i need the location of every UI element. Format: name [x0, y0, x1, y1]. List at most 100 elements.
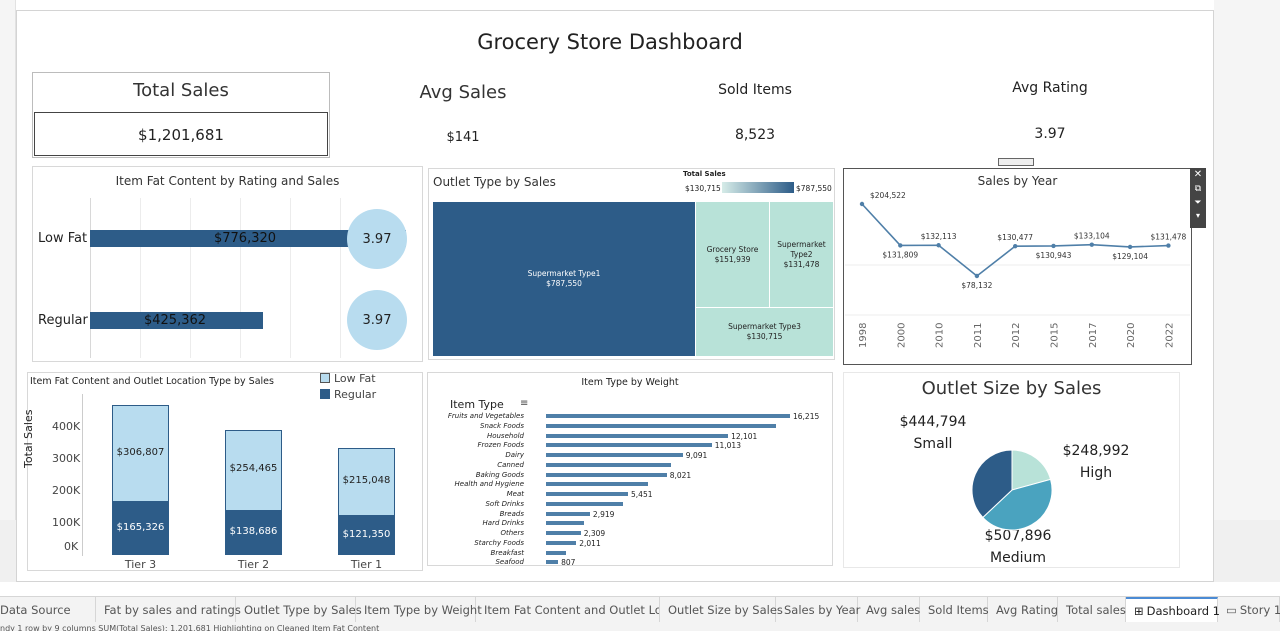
sold-items-value: 8,523 — [734, 127, 776, 143]
tier-bar-regular[interactable] — [112, 502, 169, 555]
treemap-label-type1: Supermarket Type1 — [527, 269, 601, 278]
tab-sold-items[interactable]: Sold Items — [920, 597, 989, 623]
item-weight-bar[interactable] — [546, 482, 649, 487]
treemap-cell-type3[interactable]: Supermarket Type3 $130,715 — [696, 308, 833, 356]
item-weight-bar[interactable] — [546, 540, 577, 545]
tier-bar-lowfat[interactable] — [112, 404, 169, 503]
item-weight-bar[interactable] — [546, 423, 777, 428]
fat-bar-regular[interactable] — [90, 312, 263, 329]
treemap-cell-grocery[interactable]: Grocery Store $151,939 — [696, 202, 769, 307]
sales-year-label: $129,104 — [1112, 252, 1148, 261]
tier-label-lowfat: $215,048 — [342, 475, 391, 487]
tab-item-type[interactable]: Item Type by Weight — [356, 597, 482, 623]
sales-year-tick: 1998 — [858, 323, 869, 348]
treemap-cell-type1[interactable]: Supermarket Type1 $787,550 — [433, 202, 695, 356]
item-weight-bar[interactable] — [546, 462, 671, 467]
outlet-size-panel[interactable] — [843, 372, 1180, 568]
sales-year-point[interactable] — [898, 243, 903, 248]
item-weight-value: 16,215 — [793, 412, 820, 421]
open-window-icon[interactable]: ⧉ — [1194, 184, 1202, 194]
item-weight-bar[interactable] — [546, 511, 590, 516]
item-weight-value: 8,021 — [669, 470, 692, 480]
pie-medium-label: Medium — [990, 550, 1046, 566]
sales-year-panel[interactable] — [843, 168, 1192, 365]
fat-bar-lowfat[interactable] — [90, 230, 406, 247]
left-gutter — [0, 0, 16, 582]
item-type-label: Household — [486, 431, 524, 440]
location-axis — [82, 394, 83, 556]
item-weight-bar[interactable] — [546, 414, 790, 418]
fat-bar-label-regular: $425,362 — [143, 313, 207, 328]
item-weight-bar[interactable] — [546, 492, 629, 496]
sales-year-tick: 2011 — [973, 323, 984, 348]
pie-slice-high[interactable] — [1011, 449, 1052, 491]
location-ylabel: Total Sales — [22, 410, 35, 468]
total-sales-value: $1,201,681 — [138, 126, 224, 144]
item-type-label: Seafood — [495, 558, 524, 567]
treemap-cell-type2[interactable]: Supermarket Type2 $131,478 — [770, 202, 833, 307]
total-sales-value-box — [34, 112, 328, 156]
tab-fat-sales[interactable]: Fat by sales and ratings — [96, 597, 241, 623]
rating-regular: 3.97 — [362, 312, 392, 328]
outlet-legend-max: $787,550 — [796, 184, 832, 193]
item-type-label: Canned — [497, 460, 524, 469]
item-weight-bar[interactable] — [546, 453, 683, 457]
sales-year-label: $131,809 — [882, 250, 918, 259]
item-type-label: Meat — [506, 490, 524, 498]
item-type-label: Baking Goods — [475, 470, 524, 479]
dashboard-title: Grocery Store Dashboard — [477, 30, 743, 54]
item-weight-bar[interactable] — [546, 433, 729, 438]
sales-year-point[interactable] — [936, 243, 941, 248]
tier-bar-lowfat[interactable] — [338, 448, 395, 517]
item-weight-bar[interactable] — [546, 472, 667, 477]
tab-item-fat-outlet[interactable]: Item Fat Content and Outlet Loc... — [476, 597, 660, 623]
chevron-down-icon[interactable]: ▾ — [1195, 211, 1200, 220]
ytick-200k: 200K — [52, 484, 81, 497]
tab-outlet-type[interactable]: Outlet Type by Sales — [236, 597, 362, 623]
sort-icon[interactable]: ≡ — [520, 398, 529, 409]
sales-year-tick: 2012 — [1011, 323, 1022, 348]
floating-toolbar: ✕ ⧉ ⏷ ▾ — [1190, 168, 1206, 228]
pie-slice-small[interactable] — [971, 449, 1013, 519]
drag-handle[interactable] — [998, 158, 1034, 166]
sales-year-point[interactable] — [1013, 243, 1018, 249]
tab-story-1[interactable]: ▭ Story 1 — [1218, 597, 1280, 623]
right-gutter — [1214, 0, 1280, 582]
close-icon[interactable]: ✕ — [1193, 169, 1203, 180]
tab-sales-year[interactable]: Sales by Year — [776, 597, 860, 623]
item-weight-bar[interactable] — [546, 550, 566, 555]
sales-year-point[interactable] — [859, 201, 865, 207]
sales-year-svg: $204,522 1998 $131,809 2000 $132,113 2010 $78,… — [845, 191, 1190, 348]
item-weight-bar[interactable] — [546, 531, 581, 535]
tier-bar-regular[interactable] — [225, 510, 282, 555]
tab-avg-rating[interactable]: Avg Rating — [988, 597, 1058, 623]
location-ylabel-text: Total Sales — [22, 409, 35, 468]
item-weight-bar[interactable] — [546, 501, 623, 506]
tab-data-source[interactable]: Data Source — [0, 597, 96, 623]
pie-small-label: Small — [913, 436, 953, 452]
pie-slice-medium[interactable] — [982, 478, 1053, 531]
sales-year-point[interactable] — [1166, 243, 1171, 248]
tab-outlet-size[interactable]: Outlet Size by Sales — [660, 597, 783, 623]
tier-bar-regular[interactable] — [338, 516, 395, 555]
item-weight-bar[interactable] — [546, 521, 584, 526]
rating-circle-regular[interactable]: 3.97 — [347, 290, 407, 350]
sales-year-point[interactable] — [1051, 243, 1056, 249]
tier-bar-lowfat[interactable] — [225, 429, 282, 511]
legend-regular: Regular — [334, 388, 377, 401]
tab-avg-sales[interactable]: Avg sales — [858, 597, 920, 623]
tab-total-sales[interactable]: Total sales — [1058, 597, 1126, 623]
item-weight-bar[interactable] — [546, 443, 712, 448]
item-weight-title: Item Type by Weight — [581, 377, 679, 388]
item-weight-panel[interactable] — [427, 372, 833, 566]
sales-year-point[interactable] — [1127, 244, 1133, 250]
filter-icon[interactable]: ⏷ — [1194, 198, 1202, 208]
item-weight-bar[interactable] — [546, 560, 559, 565]
tab-dashboard-1[interactable]: ⊞ Dashboard 1 — [1126, 597, 1220, 623]
legend-lowfat: Low Fat — [334, 372, 376, 385]
sales-year-point[interactable] — [1089, 242, 1094, 247]
sales-year-point[interactable] — [974, 273, 980, 279]
sales-year-label: $133,104 — [1074, 232, 1110, 241]
tier-label-lowfat: $306,807 — [116, 446, 165, 458]
rating-circle-lowfat[interactable]: 3.97 — [347, 209, 407, 269]
